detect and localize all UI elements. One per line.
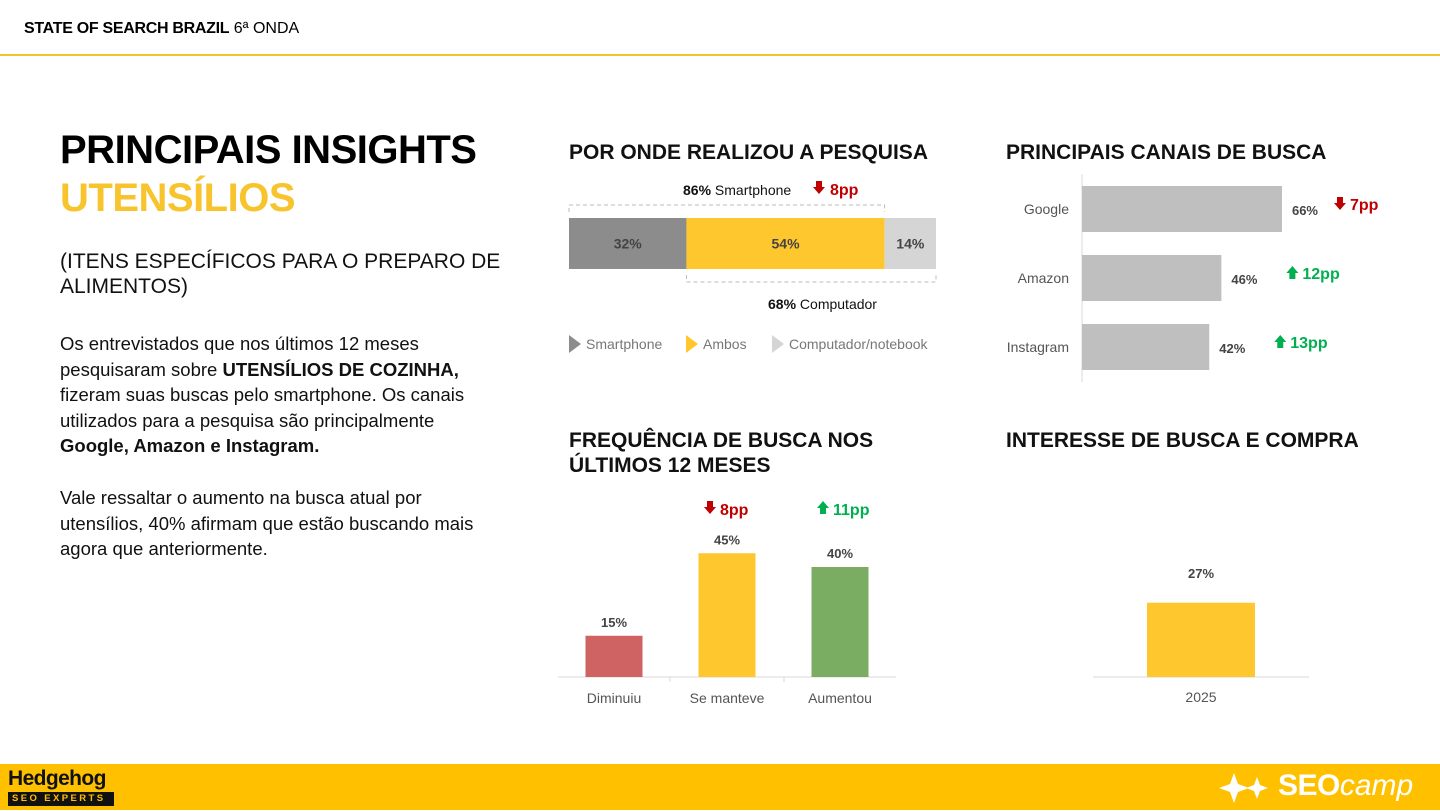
frequency-value-label: 40% bbox=[827, 546, 853, 561]
channel-category-label: Google bbox=[1024, 201, 1069, 217]
smartphone-total-pct: 86% bbox=[683, 182, 712, 198]
arrow-up-icon bbox=[1274, 335, 1287, 348]
computer-total-pct: 68% bbox=[768, 296, 797, 312]
arrow-up-icon bbox=[1286, 266, 1299, 279]
hedgehog-logo: Hedgehog SEO EXPERTS bbox=[8, 768, 124, 806]
device-segment-ambos bbox=[686, 218, 885, 269]
channel-change-label: 13pp bbox=[1290, 335, 1328, 352]
insight-paragraph-1-run: fizeram suas buscas pelo smartphone. Os … bbox=[60, 384, 465, 431]
channel-category-label: Instagram bbox=[1007, 339, 1069, 355]
channels-chart-title: PRINCIPAIS CANAIS DE BUSCA bbox=[1006, 141, 1327, 164]
channel-bar bbox=[1082, 324, 1210, 370]
page-subtitle: UTENSÍLIOS bbox=[60, 176, 296, 220]
frequency-value-label: 45% bbox=[714, 532, 740, 547]
legend-marker-icon bbox=[686, 335, 698, 353]
frequency-bar-chart: 15% Diminuiu 45% Se manteve 8pp 40% Aumentou 11… bbox=[558, 501, 896, 706]
seocamp-wordmark: SEOcamp bbox=[1278, 769, 1414, 802]
computer-total-text: Computador bbox=[796, 296, 877, 312]
arrow-up-icon bbox=[817, 501, 829, 514]
channel-bar bbox=[1082, 255, 1222, 301]
legend-item-label: Smartphone bbox=[586, 336, 662, 352]
interest-chart-title: INTERESSE DE BUSCA E COMPRA bbox=[1006, 429, 1359, 452]
frequency-bar bbox=[585, 635, 643, 677]
channel-value-label: 66% bbox=[1292, 203, 1318, 218]
interest-bar bbox=[1147, 602, 1255, 677]
legend-item-label: Ambos bbox=[703, 336, 747, 352]
smartphone-bracket bbox=[568, 204, 886, 212]
frequency-bar bbox=[698, 553, 756, 677]
header-bar: STATE OF SEARCH BRAZIL 6ª ONDA bbox=[0, 0, 1440, 56]
legend-marker-icon bbox=[772, 335, 784, 353]
seocamp-logo: SEOcamp bbox=[1218, 768, 1413, 806]
device-segment-smartphone bbox=[569, 218, 687, 269]
channel-category-label: Amazon bbox=[1018, 270, 1069, 286]
frequency-change-label: 11pp bbox=[833, 502, 870, 519]
smartphone-total-text: Smartphone bbox=[711, 182, 791, 198]
insight-paragraph-1-run: Os entrevistados que nos últimos 12 mese… bbox=[60, 333, 419, 380]
footer-bar bbox=[0, 764, 1440, 810]
computer-total-label: 68% Computador bbox=[768, 296, 877, 312]
frequency-category-label: Se manteve bbox=[690, 690, 765, 706]
insight-paragraph-1-run: Google, Amazon e Instagram. bbox=[60, 435, 320, 456]
frequency-chart-title: FREQUÊNCIA DE BUSCA NOS ÚLTIMOS 12 MESES bbox=[569, 429, 874, 477]
arrow-down-icon bbox=[1333, 197, 1346, 210]
channel-value-label: 46% bbox=[1231, 272, 1257, 287]
legend-item-label: Computador/notebook bbox=[789, 336, 929, 352]
device-segment-label: 54% bbox=[772, 236, 801, 252]
device-segment-computadornotebook bbox=[884, 218, 936, 269]
frequency-bar bbox=[811, 567, 869, 677]
insight-paragraph-1-run: UTENSÍLIOS DE COZINHA, bbox=[222, 358, 459, 380]
interest-value-label: 27% bbox=[1188, 566, 1214, 581]
frequency-value-label: 15% bbox=[601, 615, 627, 630]
insight-paragraph-2: Vale ressaltar o aumento na busca atual … bbox=[60, 487, 474, 559]
hedgehog-logo-sub: SEO EXPERTS bbox=[8, 792, 114, 806]
frequency-category-label: Aumentou bbox=[808, 690, 872, 706]
channel-bar bbox=[1082, 186, 1282, 232]
legend-marker-icon bbox=[569, 335, 581, 353]
channel-value-label: 42% bbox=[1219, 341, 1245, 356]
arrow-down-icon bbox=[813, 181, 825, 194]
device-stacked-bar-chart: 32% 54% 14% 86% Smartphone 8pp 68% Computador… bbox=[568, 181, 937, 353]
interest-bar-chart: 27% 2025 bbox=[1093, 566, 1309, 705]
hedgehog-logo-name: Hedgehog bbox=[8, 767, 106, 790]
device-segment-label: 32% bbox=[614, 236, 643, 252]
device-chart-title: POR ONDE REALIZOU A PESQUISA bbox=[569, 141, 928, 164]
channels-bar-chart: Google 66% 7pp Amazon 46% 12pp Instagram 42% 13p… bbox=[1007, 174, 1379, 382]
category-description: (ITENS ESPECÍFICOS PARA O PREPARO DE ALI… bbox=[60, 250, 501, 298]
device-segment-label: 14% bbox=[896, 236, 925, 252]
computer-bracket bbox=[685, 275, 937, 283]
frequency-category-label: Diminuiu bbox=[587, 690, 641, 706]
page-title: PRINCIPAIS INSIGHTS bbox=[60, 128, 477, 172]
frequency-change-label: 8pp bbox=[720, 502, 749, 519]
report-title: STATE OF SEARCH BRAZIL 6ª ONDA bbox=[24, 20, 300, 37]
channel-change-label: 7pp bbox=[1350, 197, 1379, 214]
insight-paragraph-1: Os entrevistados que nos últimos 12 mese… bbox=[60, 331, 480, 459]
sparkle-icon bbox=[1219, 773, 1268, 803]
arrow-down-icon bbox=[704, 501, 716, 514]
smartphone-total-label: 86% Smartphone bbox=[683, 182, 791, 198]
smartphone-change-label: 8pp bbox=[830, 182, 859, 199]
interest-category-label: 2025 bbox=[1185, 689, 1216, 705]
channel-change-label: 12pp bbox=[1302, 266, 1340, 283]
